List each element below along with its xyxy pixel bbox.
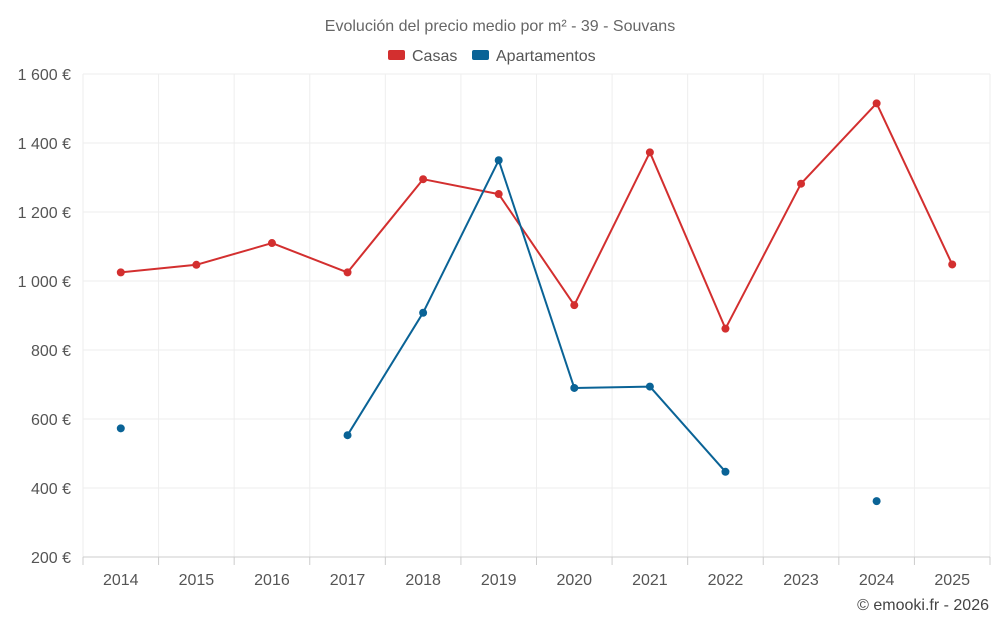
legend-label-casas: Casas — [412, 48, 457, 65]
point-apartamentos-2014[interactable] — [116, 424, 125, 433]
point-casas-2017[interactable] — [343, 268, 352, 277]
legend-swatch-casas — [388, 50, 405, 60]
credit-text: © emooki.fr - 2026 — [857, 597, 989, 614]
series-line-casas — [120, 102, 954, 330]
x-tick-label: 2021 — [632, 572, 668, 589]
y-tick-label: 1 600 € — [18, 67, 71, 84]
series — [116, 99, 957, 506]
legend-swatch-apartamentos — [472, 50, 489, 60]
point-casas-2020[interactable] — [570, 301, 579, 310]
x-tick-label: 2018 — [405, 572, 441, 589]
point-casas-2023[interactable] — [797, 179, 806, 188]
point-apartamentos-2024[interactable] — [872, 497, 881, 506]
point-casas-2025[interactable] — [948, 260, 957, 269]
series-casas — [116, 99, 957, 333]
x-tick-label: 2016 — [254, 572, 290, 589]
point-apartamentos-2017[interactable] — [343, 431, 352, 440]
y-axis: 200 € 400 € 600 € 800 € 1 000 € 1 200 € 1 400 … — [18, 67, 71, 567]
grid — [82, 73, 991, 557]
x-tick-label: 2024 — [859, 572, 895, 589]
point-apartamentos-2022[interactable] — [721, 467, 730, 476]
point-apartamentos-2018[interactable] — [419, 308, 428, 317]
x-tick-label: 2017 — [330, 572, 366, 589]
legend-label-apartamentos: Apartamentos — [496, 48, 596, 65]
point-casas-2021[interactable] — [645, 148, 654, 157]
point-casas-2014[interactable] — [116, 268, 125, 277]
x-tick-label: 2025 — [934, 572, 970, 589]
y-tick-label: 800 € — [31, 343, 71, 360]
point-apartamentos-2020[interactable] — [570, 383, 579, 392]
y-tick-label: 200 € — [31, 550, 71, 567]
y-tick-label: 1 400 € — [18, 136, 71, 153]
x-tick-label: 2015 — [179, 572, 215, 589]
x-tick-label: 2019 — [481, 572, 517, 589]
y-tick-label: 1 200 € — [18, 205, 71, 222]
point-apartamentos-2021[interactable] — [645, 382, 654, 391]
x-tick-label: 2023 — [783, 572, 819, 589]
legend-item-casas[interactable]: Casas — [388, 48, 457, 65]
chart-title: Evolución del precio medio por m² - 39 -… — [325, 18, 675, 35]
series-apartamentos — [116, 156, 881, 506]
legend: Casas Apartamentos — [388, 48, 596, 65]
point-casas-2018[interactable] — [419, 175, 428, 184]
y-tick-label: 1 000 € — [18, 274, 71, 291]
point-casas-2016[interactable] — [267, 239, 276, 248]
point-casas-2019[interactable] — [494, 190, 503, 199]
point-apartamentos-2019[interactable] — [494, 156, 503, 165]
x-tick-label: 2022 — [708, 572, 744, 589]
legend-item-apartamentos[interactable]: Apartamentos — [472, 48, 596, 65]
x-tick-label: 2020 — [556, 572, 592, 589]
y-tick-label: 600 € — [31, 412, 71, 429]
series-line-apartamentos — [346, 159, 727, 473]
point-casas-2024[interactable] — [872, 99, 881, 108]
x-tick-label: 2014 — [103, 572, 139, 589]
point-casas-2022[interactable] — [721, 324, 730, 333]
y-tick-label: 400 € — [31, 481, 71, 498]
point-casas-2015[interactable] — [192, 260, 201, 269]
x-axis: 2014 2015 2016 2017 2018 2019 2020 2021 2022 2023… — [82, 556, 991, 589]
